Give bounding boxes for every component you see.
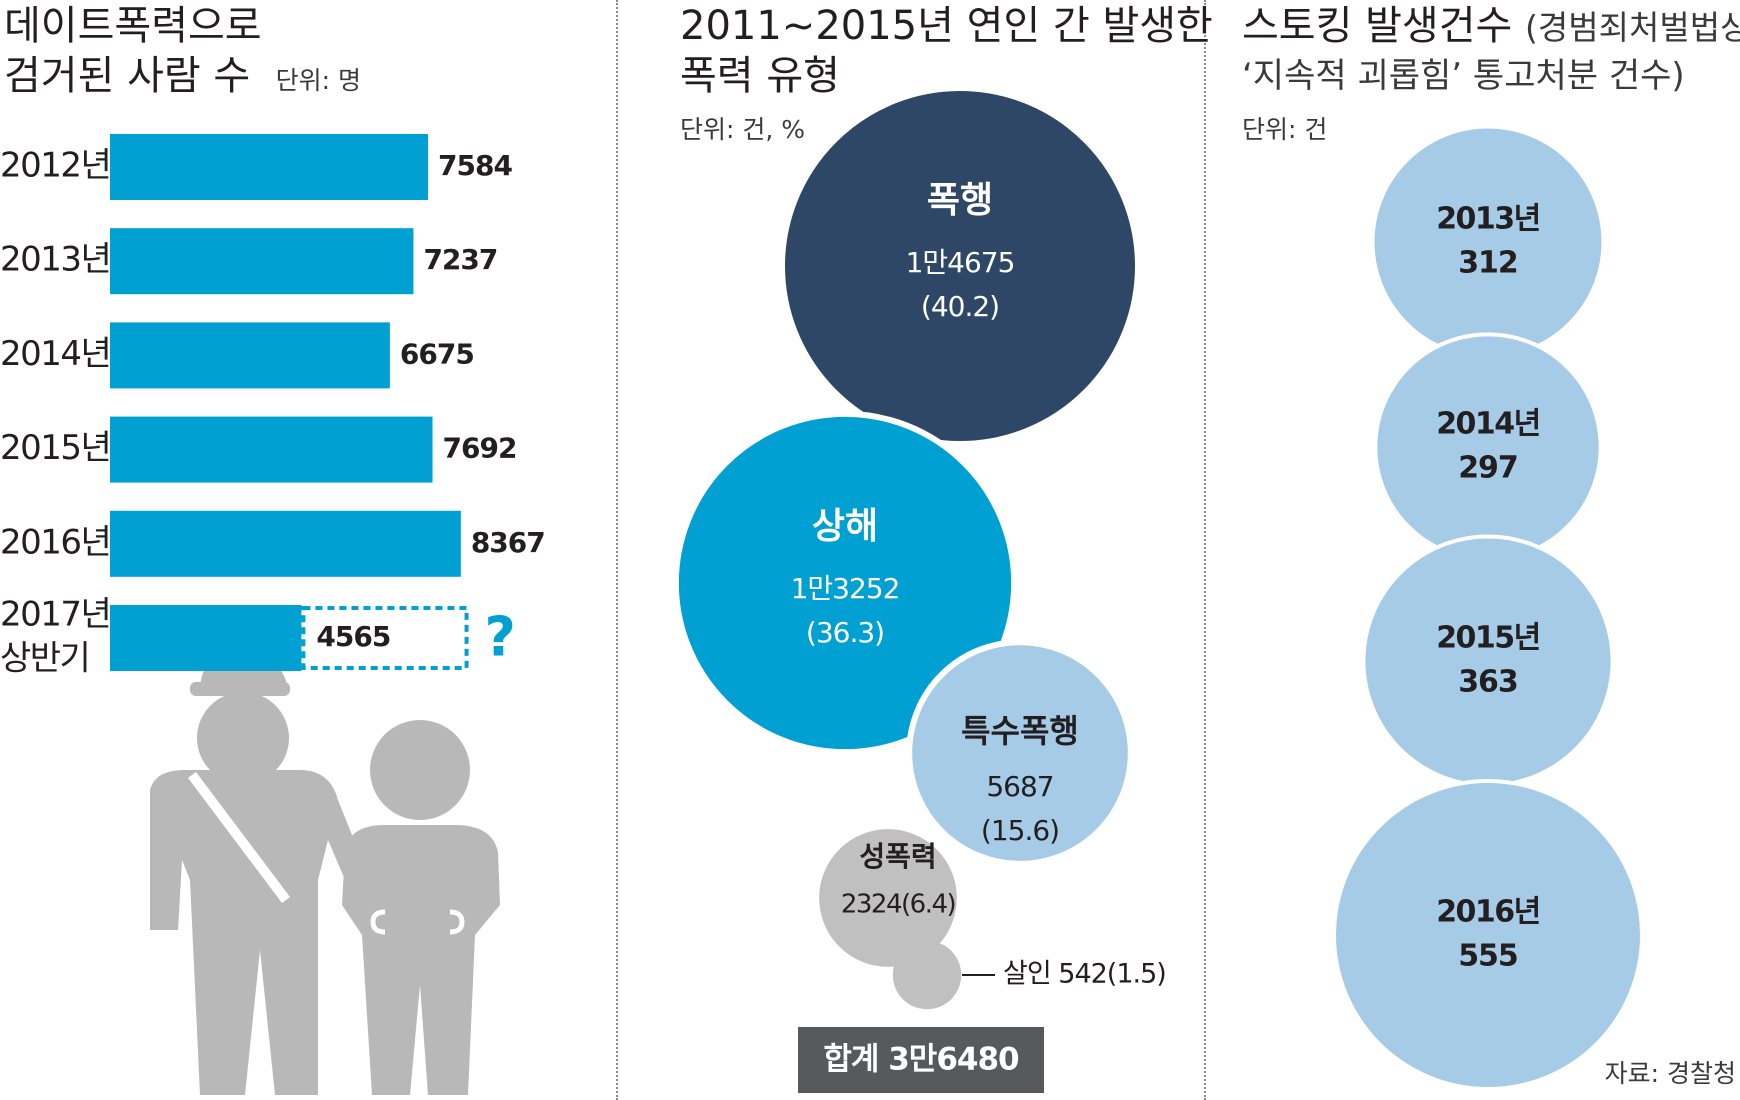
bar-category-label: 2016년 [0, 522, 110, 562]
bubble-value-label: 297 [1458, 451, 1518, 486]
total-label: 합계 3만6480 [823, 1042, 1019, 1078]
bar [110, 322, 390, 389]
police-figure-illustration [150, 652, 370, 1095]
bar [110, 228, 414, 295]
bubble-value-label: 363 [1458, 665, 1518, 700]
bar-value-label: 7584 [438, 149, 512, 182]
panel-divider-left [616, 0, 618, 1100]
bar-value-label: 7237 [423, 243, 497, 276]
police-head [197, 692, 289, 784]
police-body [150, 770, 370, 1095]
handcuffs-icon [370, 909, 465, 935]
suspect-body [342, 825, 500, 1095]
bubble-name-label: 상해 [812, 506, 878, 547]
panel3-title-line2: ‘지속적 괴롭힘’ 통고처분 건수) [1242, 56, 1685, 96]
panel3-title-main: 스토킹 발생건수 [1242, 3, 1513, 49]
bar-category-label: 2013년 [0, 240, 110, 280]
bubble-percent-label: (15.6) [981, 814, 1059, 847]
bar-projection-outline [301, 606, 469, 670]
bubble-name-label: 특수폭행 [961, 712, 1079, 750]
panel3-title-paren: (경범죄처벌법상 [1525, 8, 1740, 47]
suspect-figure-illustration [342, 720, 500, 1095]
bar-value-label: 8367 [471, 526, 545, 559]
bubble-year-label: 2014년 [1436, 407, 1540, 442]
source-label: 자료: 경찰청 [1605, 1059, 1736, 1088]
bubble-percent-label: (36.3) [806, 616, 884, 649]
bar-value-label: 4565 [316, 620, 390, 653]
panel-divider-right [1204, 0, 1206, 1100]
bar-category-label: 2014년 [0, 334, 110, 374]
bubble [1373, 332, 1603, 562]
bubble-count-label: 1만4675 [906, 246, 1015, 279]
panel1-unit: 단위: 명 [275, 66, 362, 95]
bubble [779, 85, 1141, 447]
bubble-name-label: 폭행 [927, 180, 993, 221]
bar-category-label: 2015년 [0, 428, 110, 468]
bubble-count-label: 5687 [986, 770, 1053, 803]
bubble-percent-label: (40.2) [921, 290, 999, 323]
bubble-value-label: 555 [1458, 939, 1518, 974]
bar-value-label: 6675 [400, 337, 474, 370]
bubble-count-label: 2324(6.4) [841, 890, 955, 920]
suspect-head [370, 720, 470, 820]
bar [110, 605, 302, 671]
bubble-outside-label: 살인 542(1.5) [1003, 959, 1166, 990]
bubble-value-label: 312 [1458, 246, 1518, 281]
police-sash [188, 771, 290, 904]
total-box [798, 1027, 1044, 1093]
police-cap-brim [190, 682, 290, 696]
bar [110, 416, 433, 483]
panel3-title-line1: 스토킹 발생건수 (경범죄처벌법상 [1242, 2, 1740, 52]
bubble-count-label: 1만3252 [791, 572, 900, 605]
bubble [1332, 779, 1644, 1091]
panel1-title-line1: 데이트폭력으로 [4, 3, 262, 49]
bar-category-label: 2012년 [0, 146, 110, 186]
bubble [892, 940, 962, 1010]
panel2-unit: 단위: 건, % [680, 115, 806, 144]
bar-category-label: 2017년 [0, 595, 110, 635]
bubble-name-label: 성폭력 [859, 840, 936, 873]
bar-value-label: 7692 [443, 432, 517, 465]
bar-category-label: 상반기 [0, 639, 89, 679]
panel2-title-line1: 2011~2015년 연인 간 발생한 [680, 3, 1213, 49]
bubble [1361, 534, 1615, 788]
bubble [672, 410, 1018, 756]
panel1-title-text: 검거된 사람 수 [4, 53, 251, 99]
panel3-unit: 단위: 건 [1242, 115, 1328, 144]
bar-question-mark: ? [485, 606, 516, 669]
bubble-year-label: 2015년 [1436, 621, 1540, 656]
bubble [1370, 124, 1606, 360]
bubble-year-label: 2013년 [1436, 202, 1540, 237]
panel1-title-line2: 검거된 사람 수 단위: 명 [4, 52, 361, 105]
bar [110, 510, 461, 577]
bar [110, 134, 428, 200]
bubble [815, 825, 961, 971]
bubble-year-label: 2016년 [1436, 895, 1540, 930]
bubble [906, 639, 1134, 867]
panel2-title-line2: 폭력 유형 [680, 53, 840, 99]
